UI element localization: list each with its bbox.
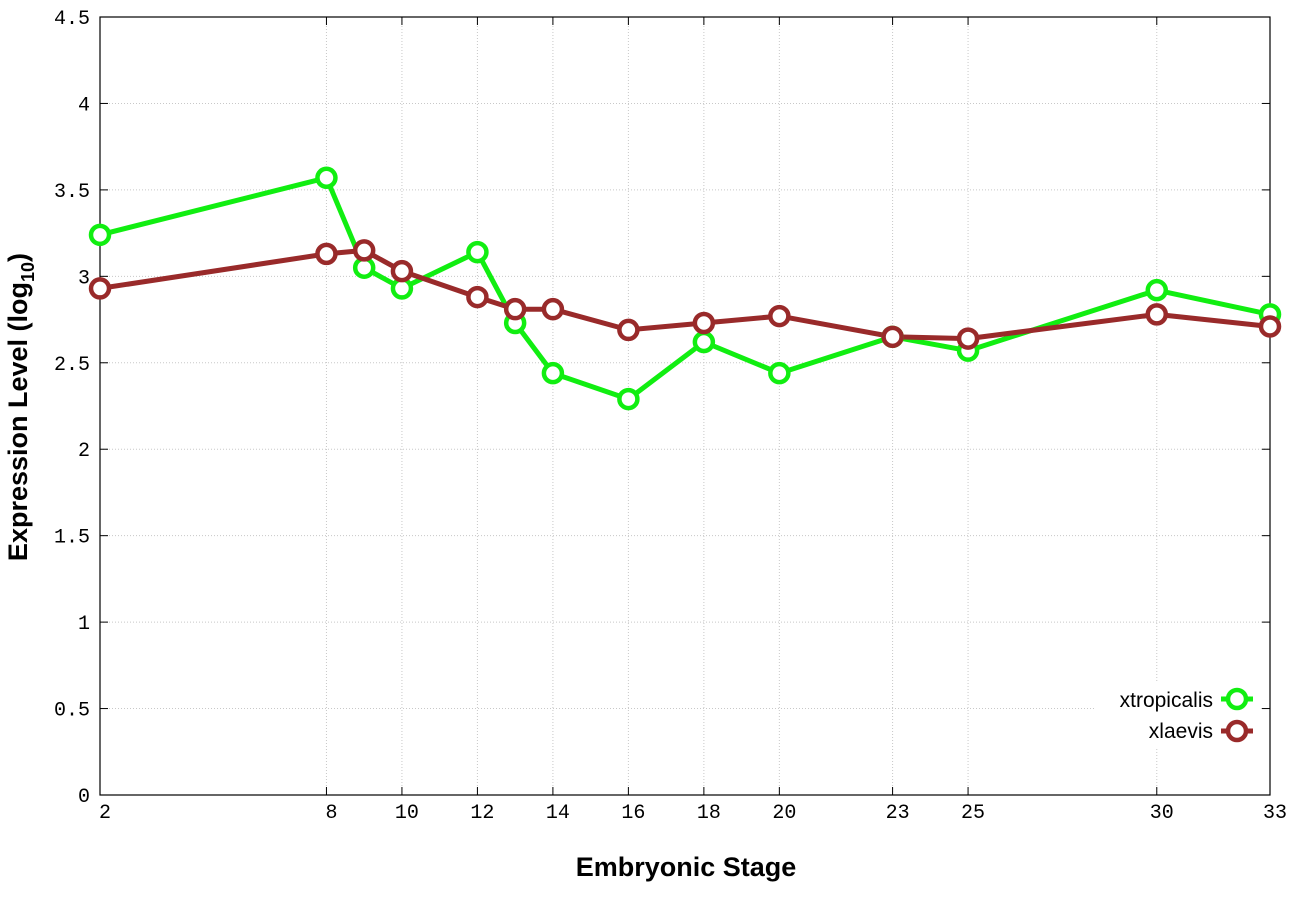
x-tick-label: 25: [961, 802, 985, 825]
axis-ticks: 0 0.5 1 1.5 2 2.5 3 3.5 4 4.5 2 8 10 12 14 16 18 20 23 25 30…: [54, 8, 1287, 825]
data-point-xlaevis: [1258, 315, 1282, 338]
y-tick-label: 2: [78, 440, 90, 463]
data-point-xlaevis: [541, 297, 565, 321]
data-point-xlaevis: [768, 304, 791, 328]
y-axis-title: Expression Level (log10): [3, 253, 38, 561]
data-point-xlaevis: [352, 239, 376, 262]
x-tick-label: 16: [621, 802, 645, 825]
legend-marker-xlaevis: [1225, 719, 1249, 743]
y-tick-label: 1: [78, 613, 90, 636]
x-axis-title: Embryonic Stage: [576, 852, 797, 882]
data-point-xlaevis: [1145, 303, 1169, 326]
data-point-xtropicalis: [541, 361, 565, 385]
y-tick-label: 1.5: [54, 527, 90, 550]
grid-lines: [100, 17, 1270, 795]
data-point-xtropicalis: [1145, 278, 1169, 302]
y-tick-label: 3.5: [54, 181, 90, 204]
data-point-xlaevis: [503, 297, 527, 321]
data-point-xtropicalis: [692, 330, 716, 354]
x-tick-label: 18: [697, 802, 721, 825]
legend-label-xtropicalis: xtropicalis: [1120, 689, 1213, 712]
data-point-xlaevis: [390, 259, 414, 283]
x-tick-label: 33: [1263, 802, 1287, 825]
y-tick-label: 3: [78, 267, 90, 290]
x-tick-label: 23: [886, 802, 910, 825]
y-tick-label: 4: [78, 94, 90, 117]
data-point-xlaevis: [881, 325, 904, 349]
data-point-xtropicalis: [466, 240, 489, 264]
data-point-xlaevis: [315, 242, 338, 266]
legend-label-xlaevis: xlaevis: [1149, 720, 1213, 743]
y-axis-title-main: Expression Level (log: [3, 282, 33, 561]
x-tick-label: 2: [99, 802, 111, 825]
series-line-xtropicalis: [99, 175, 1271, 402]
data-point-xlaevis: [617, 318, 640, 342]
x-tick-label: 8: [325, 802, 337, 825]
data-point-xlaevis: [956, 327, 980, 350]
data-point-xtropicalis: [768, 361, 791, 385]
data-point-xtropicalis: [88, 223, 112, 247]
data-point-xlaevis: [692, 311, 716, 335]
y-axis-title-close: ): [3, 253, 33, 262]
data-point-xtropicalis: [315, 166, 338, 190]
legend-marker-xtropicalis: [1225, 687, 1249, 711]
x-tick-label: 30: [1150, 802, 1174, 825]
series-line-xlaevis: [99, 247, 1271, 342]
plot-frame: [99, 16, 1271, 796]
y-tick-label: 4.5: [54, 8, 90, 31]
y-axis-title-subscript: 10: [18, 262, 38, 282]
y-tick-label: 0.5: [54, 700, 90, 723]
x-tick-label: 14: [546, 802, 570, 825]
y-tick-label: 0: [78, 786, 90, 809]
legend: xtropicalis xlaevis: [1095, 683, 1260, 747]
series-lines: [88, 166, 1282, 411]
y-tick-label: 2.5: [54, 354, 90, 377]
x-tick-label: 12: [470, 802, 494, 825]
data-point-xlaevis: [88, 277, 112, 300]
x-tick-label: 10: [395, 802, 419, 825]
data-point-xlaevis: [466, 285, 489, 309]
data-point-xtropicalis: [617, 387, 640, 411]
x-tick-label: 20: [772, 802, 796, 825]
